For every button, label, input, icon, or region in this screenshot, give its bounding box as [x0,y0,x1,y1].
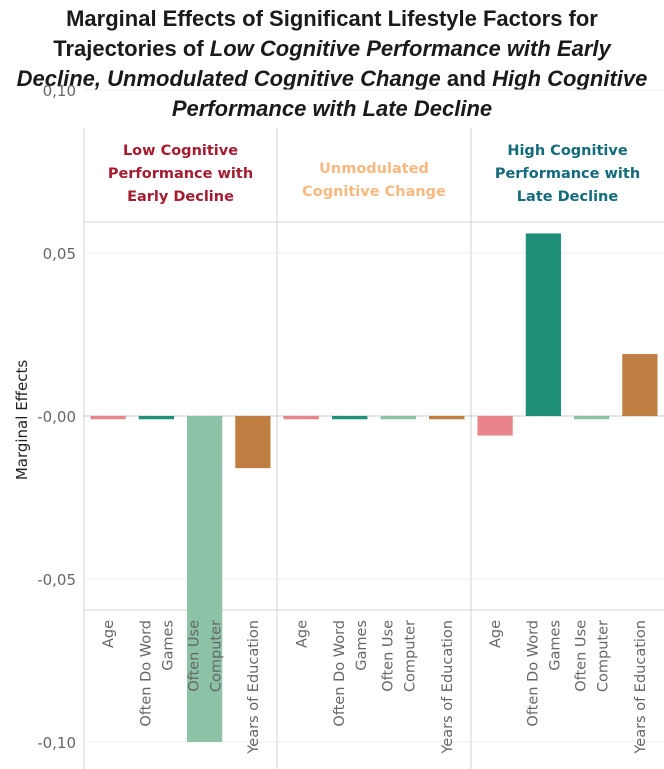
bar [283,416,319,420]
title-line-2-italic: Low Cognitive Performance with Early [209,36,611,61]
panel-title-line: Cognitive Change [302,184,446,200]
title-line-2: Trajectories of [53,36,210,61]
x-tick-label-line: Games [160,620,176,671]
x-tick-label-line: Often Use [574,620,590,692]
x-tick-label-line: Games [354,620,370,671]
chart-title: Marginal Effects of Significant Lifestyl… [0,4,664,124]
x-tick-label: Often Do Word Games [332,620,370,727]
x-tick-label-line: Age [294,620,310,648]
x-tick-label-line: Years of Education [633,620,649,755]
x-tick-label-line: Years of Education [246,620,262,755]
y-axis-label: Marginal Effects [13,360,31,481]
panel-title-line: Late Decline [516,189,619,205]
x-tick-label-line: Often Do Word [332,620,348,727]
x-tick-label-line: Computer [596,620,612,692]
title-line-3-italic-a: Decline, Unmodulated Cognitive Change [16,66,441,91]
x-tick-label: Often Use Computer [574,620,612,692]
bar [525,233,561,416]
x-tick-label-line: Often Do Word [525,620,541,727]
panel-title-line: Performance with [107,166,254,182]
x-tick-label: Years of Education [633,620,649,755]
bar [574,416,610,420]
x-tick-label-line: Computer [209,620,225,692]
bar [622,354,658,416]
x-tick-label-line: Games [547,620,563,671]
bar [187,416,223,742]
panel-title-1: Low Cognitive Performance with Early Decli… [84,140,277,209]
bar [429,416,465,420]
x-tick-label-line: Often Do Word [138,620,154,727]
x-tick-label: Years of Education [440,620,456,755]
bar [332,416,368,420]
y-tick-label: 0,05 [43,245,76,263]
x-tick-label-line: Age [101,620,117,648]
x-tick-label-line: Years of Education [440,620,456,755]
x-tick-label: Often Do Word Games [138,620,176,727]
x-tick-label-line: Age [488,620,504,648]
panel-title-line: High Cognitive [507,143,628,159]
bar [138,416,174,420]
bar [90,416,126,420]
x-tick-label: Age [294,620,310,648]
bar [477,416,513,436]
title-line-3-plain: and [440,66,493,91]
panel-title-line: Low Cognitive [122,143,239,159]
bar [380,416,416,420]
x-tick-label: Often Do Word Games [525,620,563,727]
y-tick-label: 0,10 [43,82,76,100]
panel-title-line: Performance with [494,166,641,182]
panel-title-line: Early Decline [127,189,234,205]
x-tick-label: Years of Education [246,620,262,755]
x-tick-label: Often Use Computer [187,620,225,692]
title-line-1: Marginal Effects of Significant Lifestyl… [66,6,598,31]
x-tick-label: Age [488,620,504,648]
x-tick-label: Age [101,620,117,648]
panel-title-3: High Cognitive Performance with Late Decli… [471,140,664,209]
title-line-3-italic-b: High Cognitive [492,66,648,91]
y-tick-label: -0,10 [37,734,76,752]
x-tick-label-line: Computer [402,620,418,692]
x-tick-label-line: Often Use [380,620,396,692]
y-tick-label: -0,00 [37,408,76,426]
y-tick-label: -0,05 [37,571,76,589]
bar [235,416,271,469]
panel-title-2: Unmodulated Cognitive Change [277,158,471,204]
panel-title-line: Unmodulated [319,161,429,177]
title-line-4-italic: Performance with Late Decline [171,96,493,121]
x-tick-label: Often Use Computer [380,620,418,692]
x-tick-label-line: Often Use [187,620,203,692]
